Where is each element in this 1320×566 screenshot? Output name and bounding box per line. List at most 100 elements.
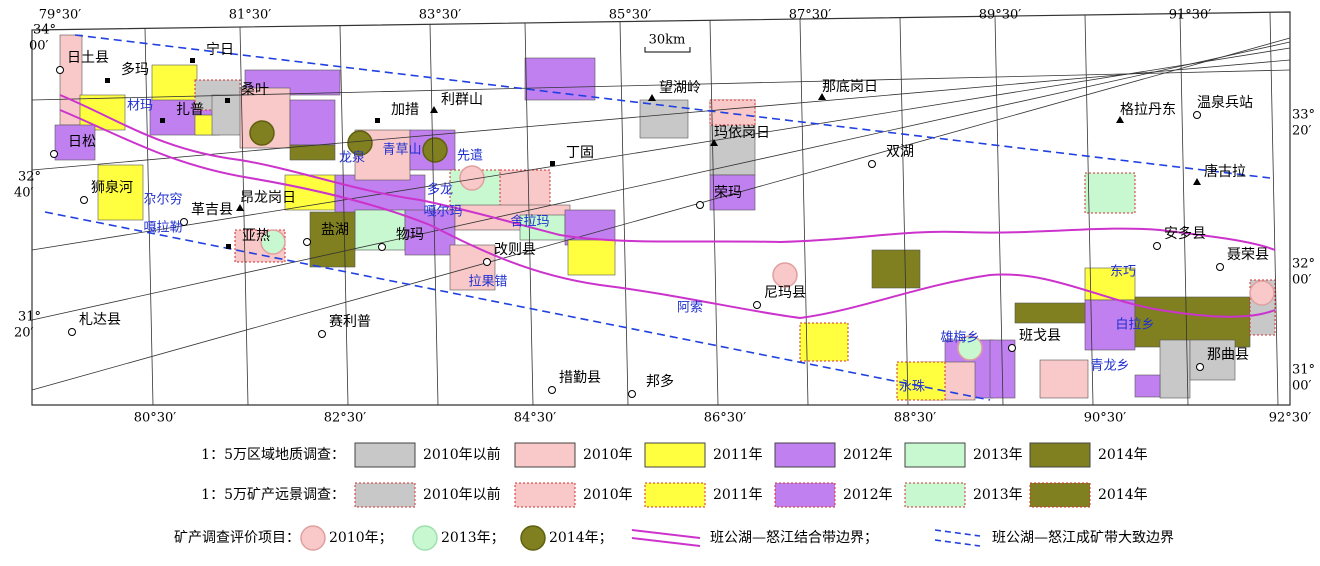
- place-marker: [180, 218, 188, 226]
- place-marker: [1153, 242, 1161, 250]
- place-marker: [753, 301, 761, 309]
- place-name: 聂荣县: [1227, 247, 1269, 263]
- place-name-blue: 永珠: [899, 380, 925, 395]
- place-marker: [818, 93, 826, 100]
- place-marker: [1193, 178, 1201, 185]
- place-name: 日土县: [67, 50, 109, 66]
- survey-area: [1159, 339, 1191, 399]
- survey-area: [244, 69, 341, 96]
- place-name: 札达县: [79, 312, 121, 328]
- longitude-label: 87°30′: [789, 8, 832, 23]
- legend-item: 2014年: [1098, 447, 1148, 463]
- place-marker: [710, 139, 718, 146]
- place-name-blue: 青草山: [382, 143, 421, 158]
- place-name: 望湖岭: [659, 80, 701, 96]
- meridian: [799, 19, 809, 406]
- place-name: 亚热: [242, 228, 270, 244]
- legend-item: 2011年: [713, 447, 763, 463]
- meridian: [144, 28, 154, 406]
- place-name: 尼玛县: [764, 285, 806, 301]
- survey-area: [289, 99, 336, 146]
- longitude-label: 86°30′: [704, 411, 747, 426]
- scale-label: 30km: [649, 33, 686, 48]
- project-site: [260, 229, 286, 255]
- place-name: 改则县: [494, 242, 536, 258]
- project-site: [422, 137, 448, 163]
- legend-item: 2010年以前: [423, 486, 501, 503]
- place-name: 革吉县: [191, 202, 233, 218]
- place-name: 那底岗日: [822, 79, 878, 95]
- place-name-blue: 多龙: [427, 182, 453, 198]
- legend-swatch: [904, 482, 966, 508]
- meridian: [709, 20, 719, 406]
- latitude-label: 33°: [1292, 108, 1315, 123]
- suture-boundary: [59, 109, 1276, 320]
- legend-swatch: [1029, 482, 1091, 508]
- survey-area: [709, 174, 756, 211]
- longitude-label: 84°30′: [514, 411, 557, 426]
- survey-area: [896, 361, 946, 401]
- place-name: 赛利普: [329, 314, 371, 330]
- place-name: 物玛: [396, 227, 424, 243]
- latitude-label: 20′: [1292, 124, 1312, 139]
- place-name: 日松: [68, 134, 96, 150]
- place-marker: [550, 161, 555, 166]
- survey-area: [567, 239, 616, 276]
- project-site: [249, 120, 275, 146]
- suture-boundary: [59, 94, 1276, 251]
- legend-item: 2010年: [583, 487, 633, 503]
- meridian: [994, 16, 1004, 406]
- place-name: 玛依岗日: [714, 125, 770, 141]
- legend-suture: [631, 529, 701, 547]
- place-name-blue: 嘎尔玛: [423, 205, 462, 220]
- legend-swatch: [774, 442, 836, 468]
- place-marker: [50, 150, 58, 158]
- place-marker: [105, 78, 110, 83]
- place-name: 加措: [391, 102, 419, 118]
- place-marker: [56, 66, 64, 74]
- legend-swatch: [354, 482, 416, 508]
- place-name-blue: 东巧: [1110, 265, 1136, 280]
- place-name-blue: 雄梅乡: [940, 331, 979, 346]
- place-marker: [226, 244, 231, 249]
- meridian: [429, 24, 439, 406]
- legend-label: 1：5万矿产远景调查：: [201, 487, 345, 503]
- place-marker: [378, 243, 386, 251]
- legend-swatch: [644, 442, 706, 468]
- legend-swatch: [644, 482, 706, 508]
- place-name: 丁固: [566, 145, 594, 161]
- legend-item: 2010年以前: [423, 446, 501, 463]
- survey-area: [871, 249, 921, 289]
- legend-item: 2012年: [843, 487, 893, 503]
- survey-area: [1134, 374, 1161, 398]
- place-name-blue: 材玛: [127, 99, 153, 114]
- legend-item: 2013年: [973, 447, 1023, 463]
- legend-label: 矿产调查评价项目：: [174, 530, 300, 546]
- place-marker: [1193, 111, 1201, 119]
- belt-boundary: [74, 34, 1271, 179]
- place-name: 盐湖: [321, 222, 349, 238]
- latitude-label: 00′: [1292, 379, 1312, 394]
- place-name: 荣玛: [714, 185, 742, 201]
- survey-area: [799, 322, 849, 362]
- place-marker: [318, 330, 326, 338]
- longitude-label: 91°30′: [1169, 8, 1212, 23]
- latitude-label: 31°: [1292, 363, 1315, 378]
- project-site: [772, 262, 798, 288]
- meridian: [1084, 15, 1094, 406]
- latitude-label: 20′: [14, 326, 34, 341]
- meridian: [1179, 13, 1189, 406]
- place-name-blue: 拉果错: [468, 275, 507, 290]
- place-marker: [483, 258, 491, 266]
- place-name: 双湖: [886, 144, 914, 160]
- meridian: [339, 25, 349, 406]
- place-marker: [1008, 344, 1016, 352]
- place-marker: [648, 94, 656, 101]
- project-site: [1249, 280, 1275, 306]
- survey-area: [1084, 267, 1136, 301]
- parallel: [31, 47, 1291, 251]
- place-name: 班戈县: [1019, 328, 1061, 344]
- parallel: [31, 69, 1291, 101]
- longitude-label: 88°30′: [894, 411, 937, 426]
